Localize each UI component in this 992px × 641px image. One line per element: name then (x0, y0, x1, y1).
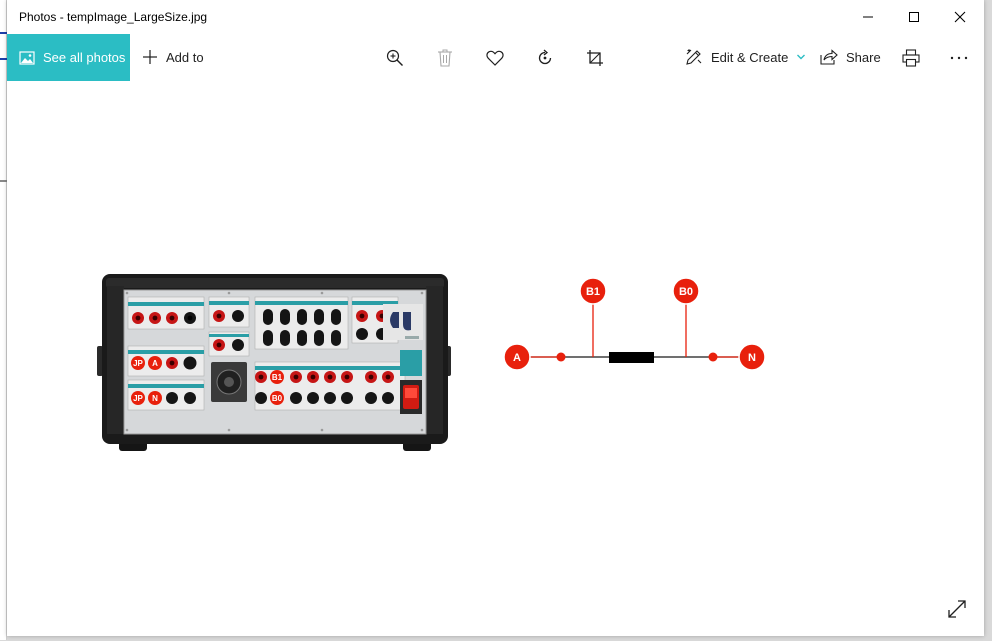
more-options-button[interactable] (947, 46, 971, 70)
expand-icon (948, 600, 966, 618)
title-bar: Photos - tempImage_LargeSize.jpg (7, 0, 984, 34)
zoom-in-icon (386, 49, 403, 66)
ellipsis-icon (950, 56, 968, 60)
print-button[interactable] (899, 46, 923, 70)
trash-icon (438, 49, 452, 67)
delete-button[interactable] (433, 46, 457, 70)
favorite-button[interactable] (483, 46, 507, 70)
circuit-diagram: A B1 B0 N (503, 277, 766, 371)
device-label-b0: B0 (272, 394, 283, 403)
node-b1-label: B1 (586, 286, 600, 298)
photos-window: Photos - tempImage_LargeSize.jpg See all… (7, 0, 984, 636)
full-screen-button[interactable] (946, 598, 970, 622)
share-icon (820, 49, 838, 65)
photo-image: JP A JP N (97, 274, 766, 451)
close-button[interactable] (937, 0, 983, 34)
node-b0-label: B0 (679, 286, 693, 298)
rotate-button[interactable] (533, 46, 557, 70)
node-n: N (738, 343, 766, 371)
device-label-jp-1: JP (133, 359, 143, 368)
test-set-device: JP A JP N (97, 274, 451, 451)
node-b1: B1 (579, 277, 607, 305)
see-all-photos-label: See all photos (43, 50, 126, 65)
add-to-label: Add to (166, 49, 204, 65)
background-fragment (0, 58, 7, 60)
maximize-icon (909, 12, 919, 22)
photo-viewer: JP A JP N (7, 80, 984, 636)
heart-icon (486, 50, 504, 66)
node-a-label: A (513, 352, 521, 364)
background-fragment (0, 180, 7, 182)
device-label-a: A (152, 359, 158, 368)
node-n-label: N (748, 352, 756, 364)
share-button[interactable]: Share (820, 34, 881, 80)
crop-icon (587, 50, 603, 66)
edit-create-button[interactable]: Edit & Create (685, 34, 806, 80)
chevron-down-icon (797, 54, 806, 60)
photo-icon (19, 50, 35, 65)
junction-dot-left (556, 352, 566, 362)
rotate-icon (538, 49, 552, 65)
edit-create-icon (686, 49, 702, 65)
close-icon (954, 11, 966, 23)
junction-dot-right (708, 352, 718, 362)
device-label-b1: B1 (272, 373, 283, 382)
node-a: A (503, 343, 531, 371)
share-label: Share (846, 49, 881, 65)
plus-icon (143, 50, 157, 64)
edit-create-label: Edit & Create (711, 49, 789, 65)
minimize-icon (863, 16, 873, 18)
resistor-symbol (609, 352, 654, 363)
printer-icon (902, 49, 920, 67)
node-b0: B0 (672, 277, 700, 305)
zoom-button[interactable] (383, 46, 407, 70)
crop-button[interactable] (583, 46, 607, 70)
see-all-photos-button[interactable]: See all photos (7, 34, 130, 81)
window-title: Photos - tempImage_LargeSize.jpg (19, 10, 208, 24)
minimize-button[interactable] (845, 0, 891, 34)
add-to-button[interactable]: Add to (142, 34, 204, 80)
toolbar: See all photos Add to (7, 34, 984, 81)
device-label-n: N (152, 394, 158, 403)
device-label-jp-2: JP (133, 394, 143, 403)
background-window-edge (0, 0, 7, 640)
background-fragment (0, 32, 7, 34)
maximize-button[interactable] (891, 0, 937, 34)
